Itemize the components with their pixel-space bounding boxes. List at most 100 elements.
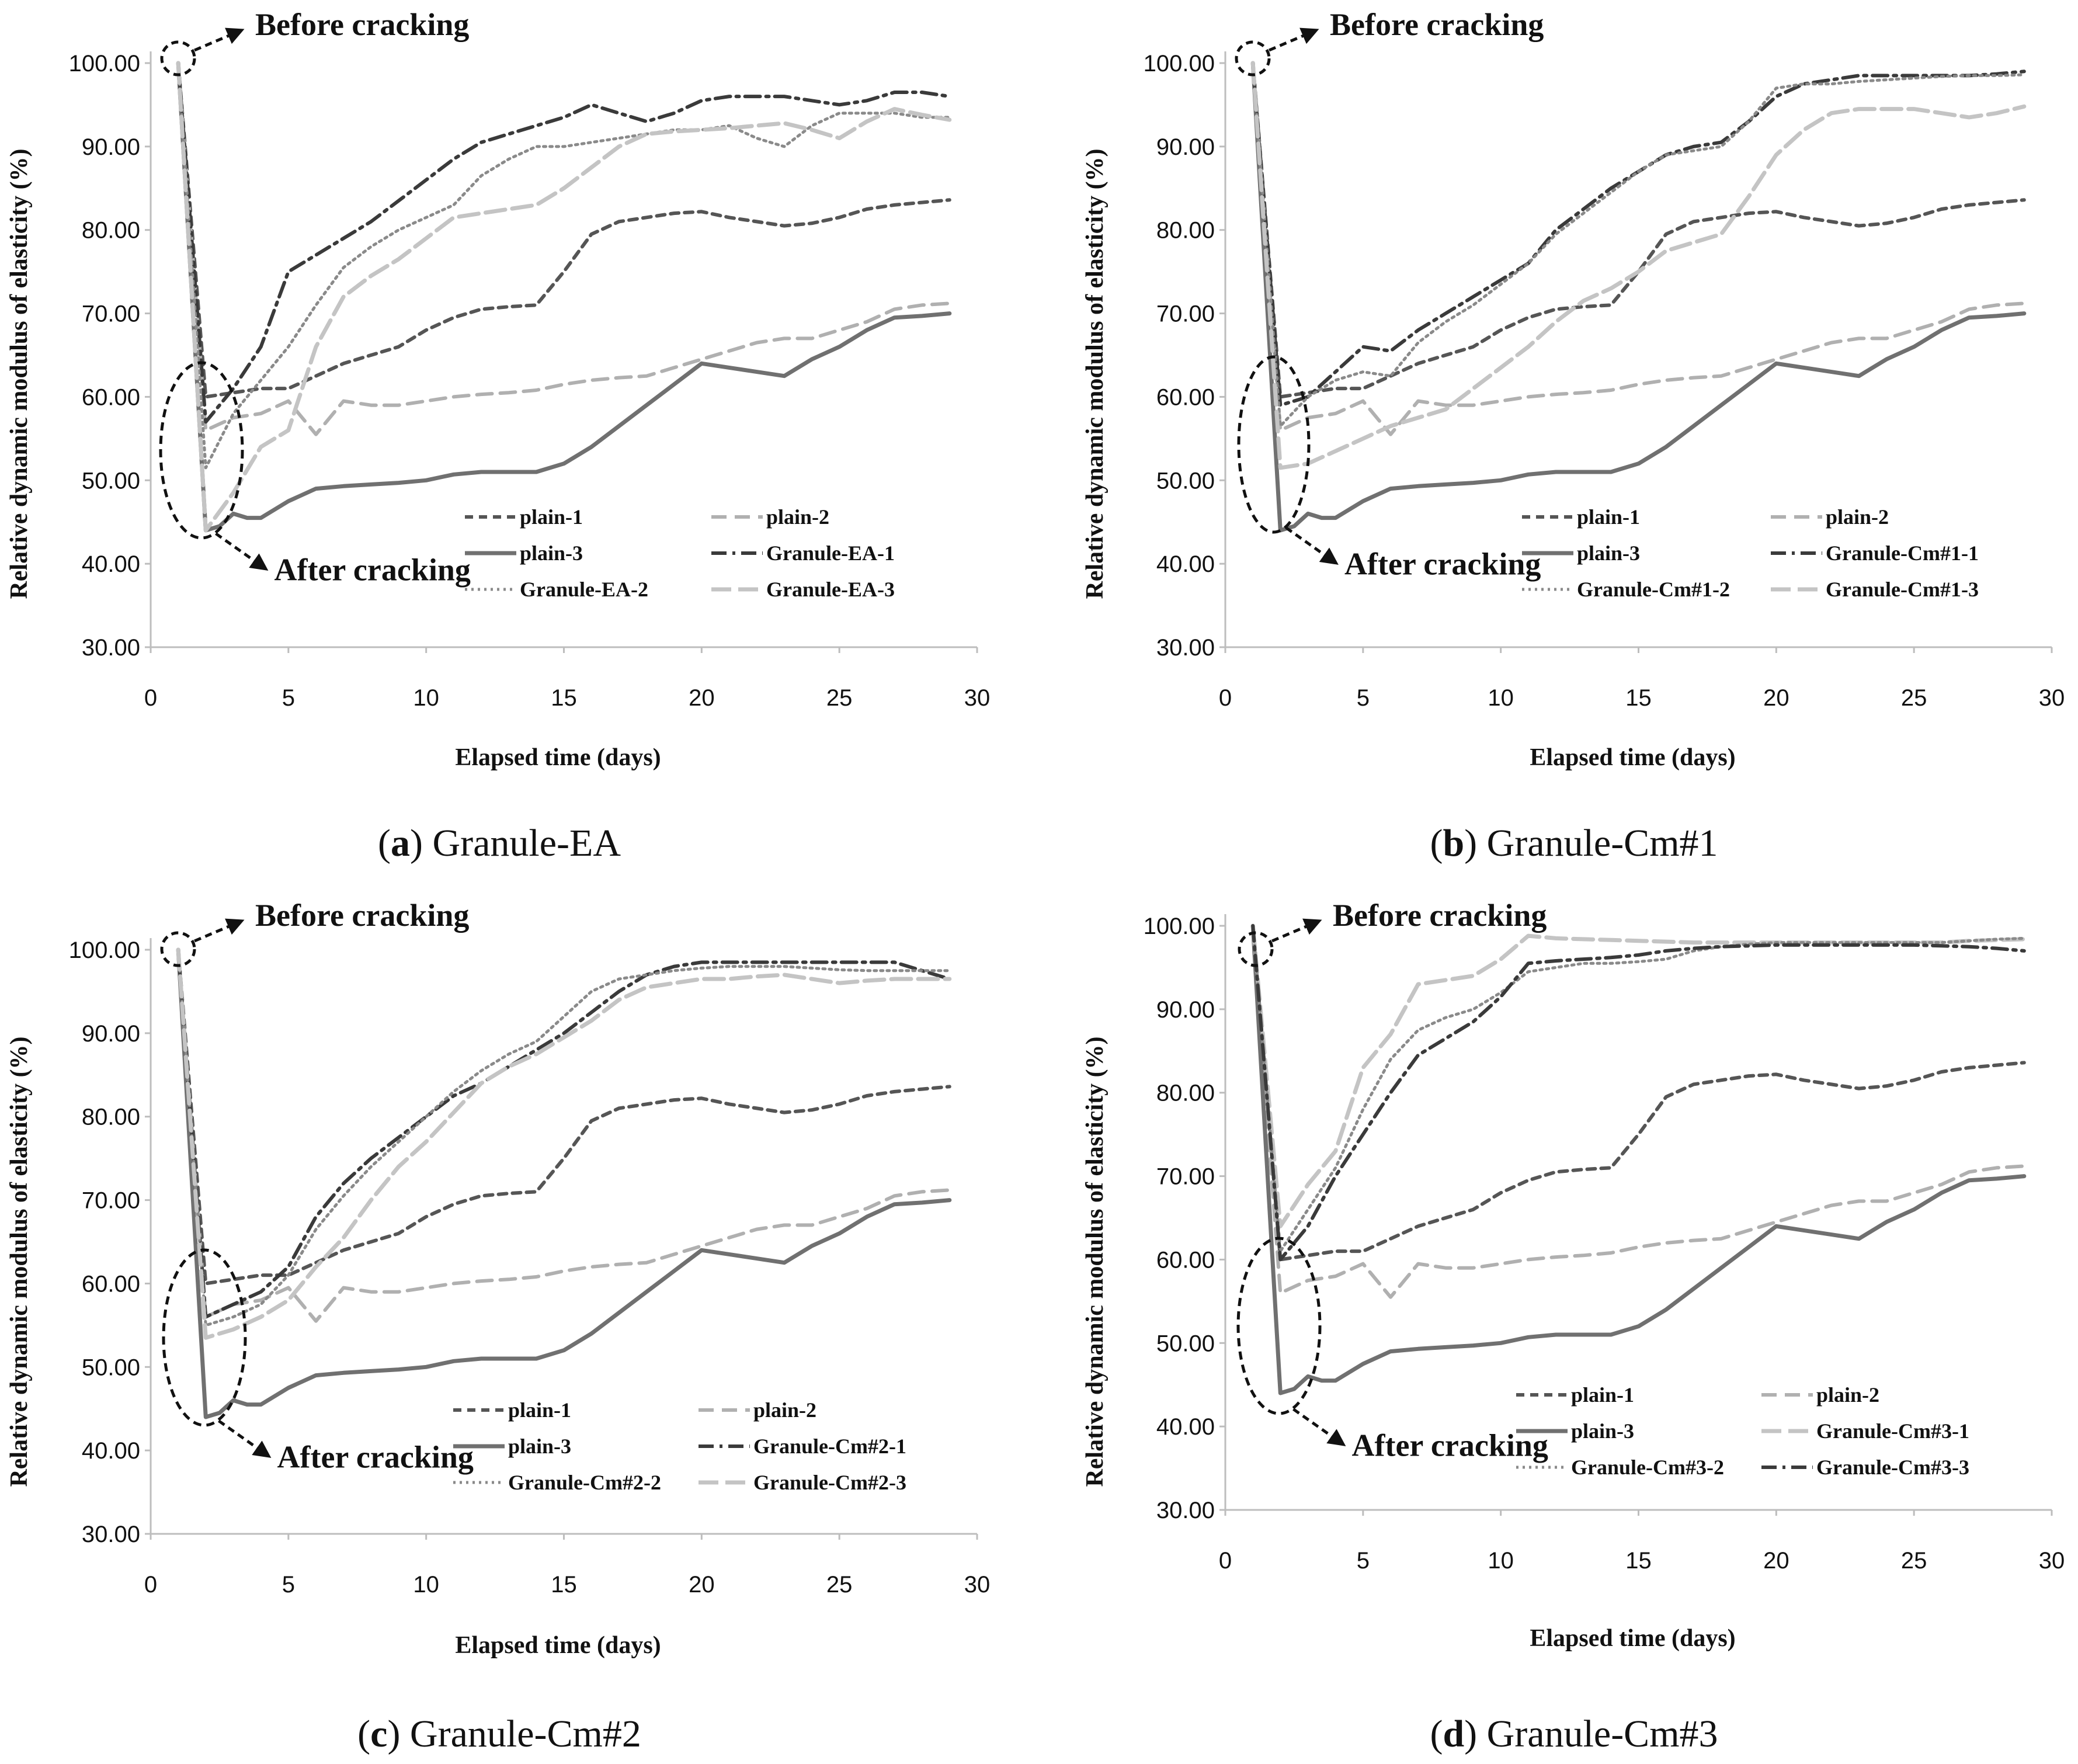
before-cracking-label: Before cracking bbox=[255, 898, 469, 933]
y-tick-label: 100.00 bbox=[69, 51, 140, 77]
y-tick-label: 50.00 bbox=[82, 1355, 140, 1380]
legend-label-Granule-Cm#1-1: Granule-Cm#1-1 bbox=[1826, 541, 1979, 565]
panel-caption: (b) Granule-Cm#1 bbox=[1430, 822, 1718, 864]
legend-label-Granule-EA-3: Granule-EA-3 bbox=[766, 578, 895, 601]
y-axis-title: Relative dynamic modulus of elasticity (… bbox=[6, 1036, 33, 1487]
x-tick-label: 10 bbox=[413, 685, 439, 711]
series-line-Granule-EA-1 bbox=[176, 61, 951, 424]
after-cracking-circle bbox=[1237, 355, 1311, 534]
y-tick-label: 80.00 bbox=[1156, 1081, 1215, 1106]
y-tick-label: 50.00 bbox=[82, 468, 140, 494]
chart-panel-b: 30.00 40.00 50.00 60.00 70.00 80.00 90.00 100.0… bbox=[1082, 7, 2065, 864]
y-tick-label: 80.00 bbox=[1156, 218, 1215, 244]
x-tick-label: 15 bbox=[1625, 1548, 1652, 1574]
legend-label-Granule-Cm#3-2: Granule-Cm#3-2 bbox=[1571, 1456, 1724, 1479]
x-tick-label: 5 bbox=[1357, 685, 1370, 711]
y-tick-label: 100.00 bbox=[1144, 914, 1215, 939]
legend-label-plain-2: plain-2 bbox=[1826, 505, 1889, 529]
x-tick-label: 25 bbox=[826, 1572, 853, 1598]
legend-label-plain-3: plain-3 bbox=[1571, 1419, 1634, 1443]
after-cracking-arrow bbox=[218, 1419, 272, 1458]
caption-paren: ( bbox=[1430, 1713, 1443, 1755]
before-cracking-label: Before cracking bbox=[255, 7, 469, 42]
before-cracking-label: Before cracking bbox=[1330, 7, 1544, 42]
y-tick-label: 30.00 bbox=[1156, 1498, 1215, 1523]
y-tick-label: 30.00 bbox=[1156, 635, 1215, 661]
y-tick-label: 60.00 bbox=[82, 384, 140, 410]
legend-label-Granule-Cm#3-3: Granule-Cm#3-3 bbox=[1816, 1456, 1969, 1479]
x-tick-label: 15 bbox=[1625, 685, 1652, 711]
legend-label-Granule-EA-2: Granule-EA-2 bbox=[520, 578, 648, 601]
y-tick-label: 80.00 bbox=[82, 218, 140, 244]
y-tick-label: 40.00 bbox=[1156, 1414, 1215, 1440]
caption-title: Granule-Cm#3 bbox=[1487, 1713, 1718, 1755]
chart-panel-c: 30.00 40.00 50.00 60.00 70.00 80.00 90.00 100.0… bbox=[6, 898, 990, 1755]
legend-label-Granule-EA-1: Granule-EA-1 bbox=[766, 541, 895, 565]
legend-label-plain-1: plain-1 bbox=[1577, 505, 1640, 529]
legend-label-plain-2: plain-2 bbox=[753, 1398, 816, 1422]
y-tick-label: 90.00 bbox=[82, 1021, 140, 1047]
caption-paren: ) bbox=[1464, 1713, 1486, 1755]
y-tick-label: 60.00 bbox=[82, 1271, 140, 1297]
before-cracking-circle bbox=[1238, 931, 1274, 967]
y-tick-label: 60.00 bbox=[1156, 384, 1215, 410]
y-tick-label: 40.00 bbox=[82, 551, 140, 577]
series-line-Granule-Cm#2-2 bbox=[176, 948, 951, 1327]
x-tick-label: 25 bbox=[826, 685, 853, 711]
y-tick-label: 30.00 bbox=[82, 635, 140, 661]
legend-label-Granule-Cm#2-1: Granule-Cm#2-1 bbox=[753, 1435, 906, 1458]
after-cracking-label: After cracking bbox=[274, 553, 471, 588]
x-tick-label: 20 bbox=[1763, 685, 1789, 711]
series-line-Granule-Cm#2-3 bbox=[176, 947, 952, 1340]
y-tick-label: 70.00 bbox=[1156, 1164, 1215, 1190]
series-line-plain-1 bbox=[1251, 61, 2026, 399]
series-line-plain-3 bbox=[176, 947, 952, 1419]
x-tick-label: 10 bbox=[1488, 685, 1514, 711]
after-cracking-circle bbox=[162, 1248, 247, 1427]
series-line-plain-2 bbox=[176, 61, 951, 436]
after-cracking-arrow bbox=[1292, 1408, 1346, 1446]
x-tick-label: 30 bbox=[964, 1572, 991, 1598]
x-tick-label: 5 bbox=[1357, 1548, 1370, 1574]
x-tick-label: 25 bbox=[1901, 1548, 1927, 1574]
legend-label-plain-1: plain-1 bbox=[1571, 1383, 1634, 1407]
y-tick-label: 40.00 bbox=[82, 1438, 140, 1464]
x-tick-label: 20 bbox=[1763, 1548, 1789, 1574]
after-cracking-arrow bbox=[1285, 526, 1339, 565]
before-cracking-arrow bbox=[194, 27, 245, 52]
x-tick-label: 0 bbox=[1219, 685, 1232, 711]
x-tick-label: 30 bbox=[2039, 1548, 2065, 1574]
series-line-plain-1 bbox=[1251, 924, 2026, 1262]
y-tick-label: 100.00 bbox=[69, 937, 140, 963]
before-cracking-circle bbox=[160, 931, 196, 967]
x-axis-title: Elapsed time (days) bbox=[1530, 1625, 1735, 1652]
chart-panel-d: 30.00 40.00 50.00 60.00 70.00 80.00 90.00 100.0… bbox=[1082, 898, 2065, 1755]
series-line-plain-3 bbox=[1250, 923, 2027, 1395]
y-axis-title: Relative dynamic modulus of elasticity (… bbox=[6, 148, 33, 599]
series-line-Granule-Cm#2-1 bbox=[176, 948, 951, 1319]
panel-caption: (d) Granule-Cm#3 bbox=[1430, 1713, 1718, 1755]
caption-letter: c bbox=[370, 1713, 387, 1755]
x-axis-title: Elapsed time (days) bbox=[1530, 744, 1735, 771]
after-cracking-arrow bbox=[215, 532, 269, 571]
legend-label-Granule-Cm#2-2: Granule-Cm#2-2 bbox=[508, 1471, 661, 1494]
legend-label-plain-1: plain-1 bbox=[508, 1398, 571, 1422]
before-cracking-circle bbox=[160, 40, 196, 77]
series-line-Granule-EA-2 bbox=[176, 61, 951, 470]
x-tick-label: 10 bbox=[1488, 1548, 1514, 1574]
caption-paren: ( bbox=[357, 1713, 370, 1755]
legend-label-plain-3: plain-3 bbox=[508, 1435, 571, 1458]
after-cracking-circle bbox=[159, 361, 244, 540]
panel-caption: (c) Granule-Cm#2 bbox=[357, 1713, 641, 1755]
x-tick-label: 5 bbox=[282, 685, 295, 711]
x-tick-label: 5 bbox=[282, 1572, 295, 1598]
x-tick-label: 20 bbox=[689, 685, 715, 711]
x-tick-label: 25 bbox=[1901, 685, 1927, 711]
series-line-plain-2 bbox=[1251, 924, 2026, 1299]
x-tick-label: 0 bbox=[1219, 1548, 1232, 1574]
y-tick-label: 40.00 bbox=[1156, 551, 1215, 577]
x-tick-label: 15 bbox=[551, 1572, 577, 1598]
series-line-Granule-EA-3 bbox=[176, 61, 952, 533]
legend-label-plain-2: plain-2 bbox=[1816, 1383, 1879, 1407]
